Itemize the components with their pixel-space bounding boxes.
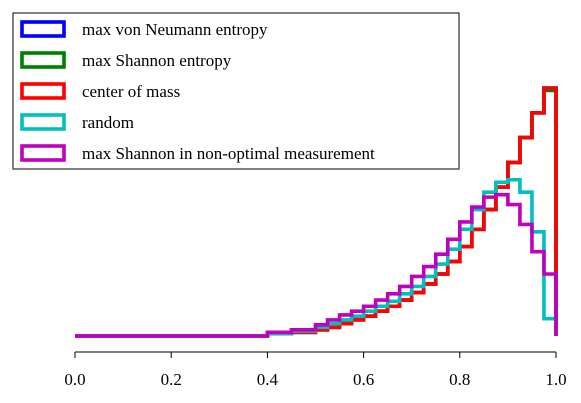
legend-swatch-max-von-neumann-entropy [20,20,66,38]
legend-label-max-shannon-in-non-optimal-measurement: max Shannon in non-optimal measurement [82,144,375,163]
x-tick-label: 1.0 [545,370,566,389]
legend-swatch-center-of-mass [20,82,66,100]
legend-box [12,12,460,170]
legend-label-random: random [82,113,134,132]
legend: max von Neumann entropy max Shannon entro… [12,12,460,170]
x-tick-label: 0.6 [353,370,374,389]
x-tick-label: 0.8 [449,370,470,389]
series-layer [75,86,558,338]
legend-swatch-random [20,113,66,131]
legend-label-max-von-neumann-entropy: max von Neumann entropy [82,20,268,39]
x-tick-label: 0.0 [64,370,85,389]
x-tick-label: 0.4 [257,370,279,389]
legend-label-max-shannon-entropy: max Shannon entropy [82,51,232,70]
legend-swatch-max-shannon-entropy [20,51,66,69]
legend-swatch-max-shannon-in-non-optimal-measurement [20,144,66,162]
x-tick-label: 0.2 [161,370,182,389]
x-axis: 0.0 0.2 0.4 0.6 0.8 1.0 [64,351,567,389]
legend-label-center-of-mass: center of mass [82,82,180,101]
series-max-shannon-in-non-optimal-measurement-line [75,192,558,338]
